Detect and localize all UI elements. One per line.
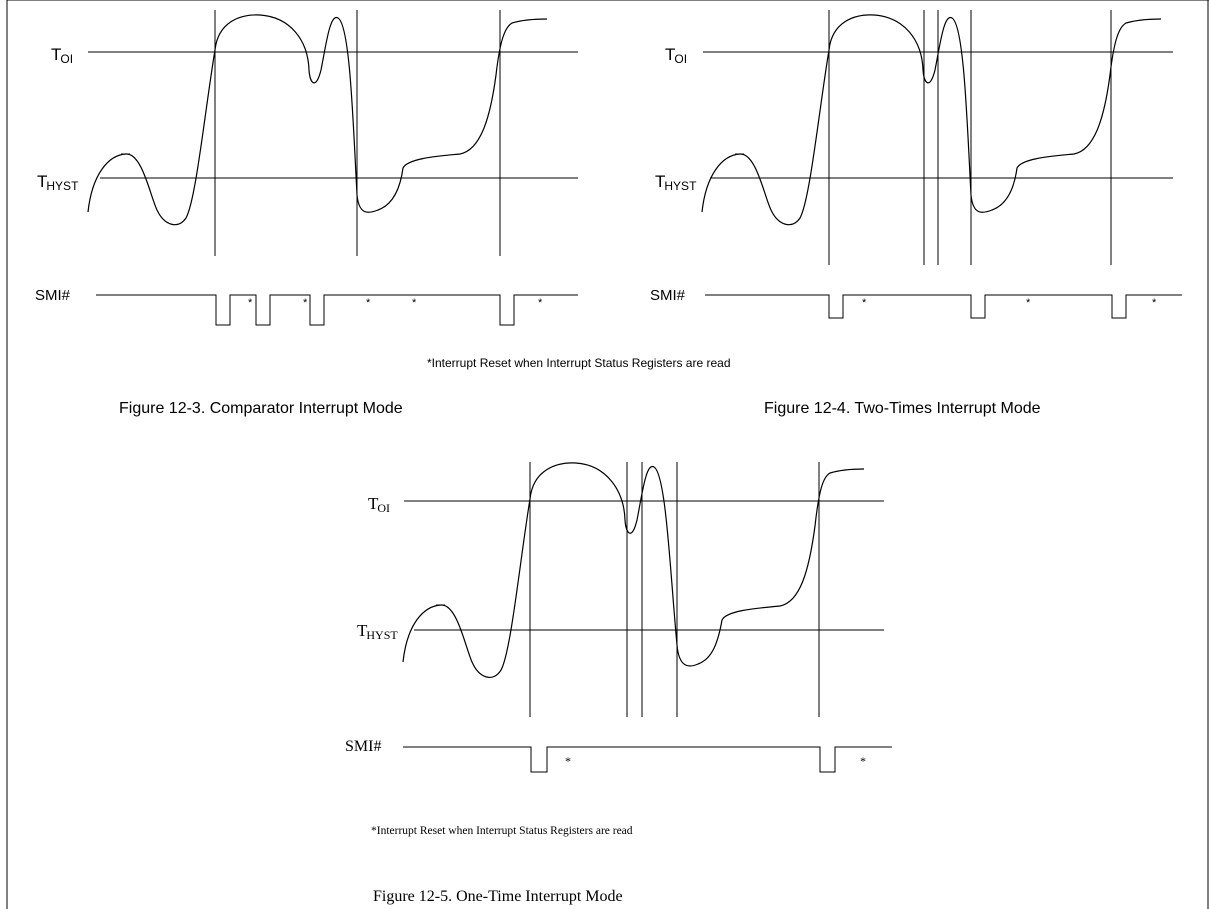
reset-marker: *	[248, 297, 253, 309]
footnote: *Interrupt Reset when Interrupt Status R…	[371, 825, 633, 837]
reset-marker: *	[538, 297, 543, 309]
reset-marker: *	[860, 754, 866, 768]
toi-label: TOI	[665, 45, 687, 66]
reset-marker: *	[303, 297, 308, 309]
smi-label: SMI#	[345, 738, 381, 755]
figure-caption: Figure 12-3. Comparator Interrupt Mode	[119, 400, 403, 417]
temperature-curve	[87, 14, 548, 226]
temperature-curve	[402, 462, 865, 678]
thyst-label: THYST	[655, 172, 697, 193]
smi-label: SMI#	[35, 287, 71, 304]
thyst-label: THYST	[357, 621, 398, 642]
smi-signal	[705, 294, 1182, 319]
figure-comparator: TOI THYST SMI# * * * * * Figure 12-3. Co…	[35, 10, 578, 417]
reset-marker: *	[1152, 297, 1157, 309]
figure-two-times: TOI THYST SMI# * * * Figure 12-4. Two-Ti…	[650, 10, 1182, 417]
figure-caption: Figure 12-4. Two-Times Interrupt Mode	[764, 400, 1041, 417]
thyst-label: THYST	[37, 172, 79, 193]
smi-signal	[96, 294, 578, 326]
footnote: *Interrupt Reset when Interrupt Status R…	[427, 356, 731, 370]
smi-label: SMI#	[650, 287, 686, 304]
reset-marker: *	[412, 297, 417, 309]
reset-marker: *	[862, 297, 867, 309]
toi-label: TOI	[51, 45, 73, 66]
temperature-curve	[701, 14, 1162, 226]
figure-caption: Figure 12-5. One-Time Interrupt Mode	[373, 888, 623, 905]
toi-label: TOI	[368, 494, 390, 515]
reset-marker: *	[366, 297, 371, 309]
reset-marker: *	[1026, 297, 1031, 309]
smi-signal	[403, 746, 892, 773]
reset-marker: *	[565, 754, 571, 768]
figure-one-time: TOI THYST SMI# * * *Interrupt Reset when…	[345, 462, 892, 905]
